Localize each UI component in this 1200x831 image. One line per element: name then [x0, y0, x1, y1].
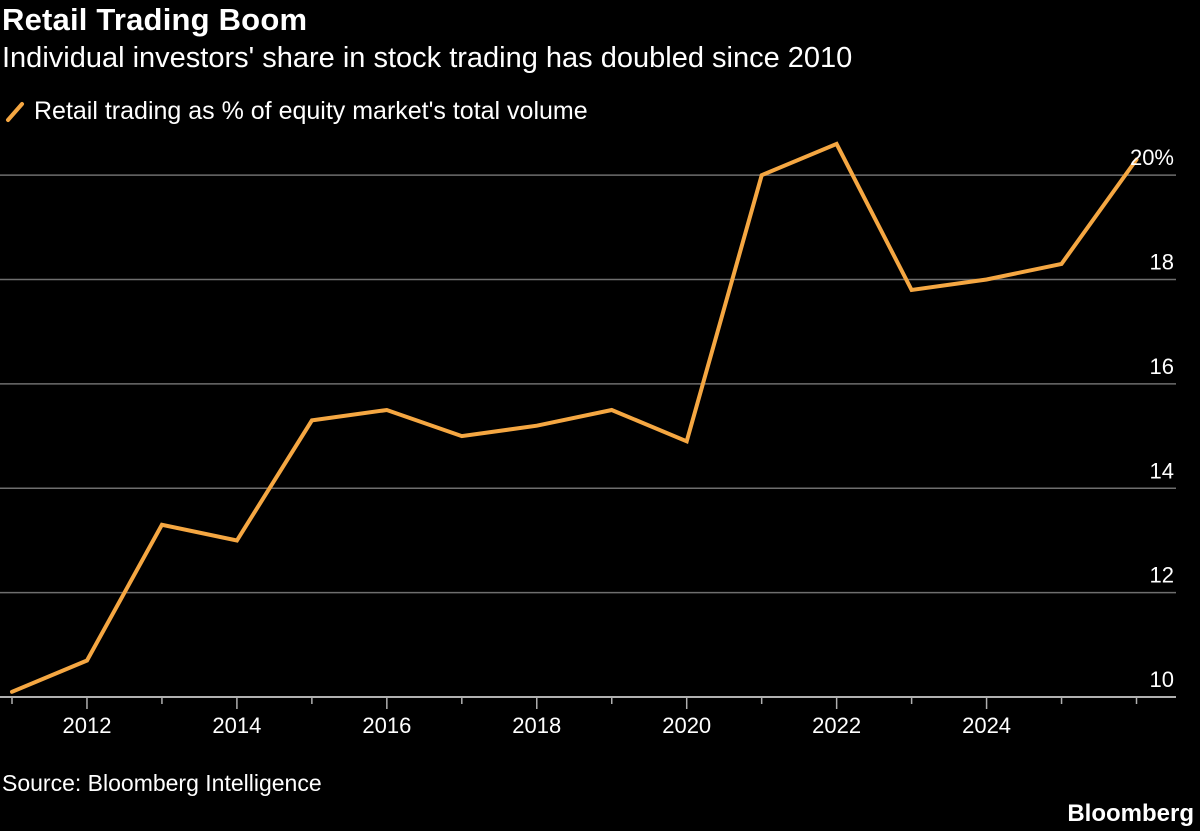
- source-note: Source: Bloomberg Intelligence: [2, 770, 322, 796]
- chart-subtitle: Individual investors' share in stock tra…: [2, 42, 853, 74]
- gridlines: [0, 174, 1176, 594]
- legend-swatch-icon: [6, 101, 24, 122]
- y-tick-label: 14: [1150, 458, 1174, 483]
- x-tick-label: 2018: [512, 713, 561, 738]
- x-tick-label: 2020: [662, 713, 711, 738]
- x-tick-label: 2016: [362, 713, 411, 738]
- legend-label: Retail trading as % of equity market's t…: [34, 97, 588, 125]
- y-tick-label: 16: [1150, 354, 1174, 379]
- y-tick-label: 20%: [1130, 145, 1174, 170]
- x-tick-label: 2012: [62, 713, 111, 738]
- y-tick-label: 10: [1150, 667, 1174, 692]
- x-tick-label: 2024: [962, 713, 1011, 738]
- y-tick-label: 12: [1150, 563, 1174, 588]
- series-layer: [10, 141, 1139, 694]
- chart-title: Retail Trading Boom: [2, 2, 308, 37]
- bloomberg-logo: Bloomberg: [1067, 800, 1194, 827]
- x-tick-label: 2022: [812, 713, 861, 738]
- x-axis: [0, 696, 1176, 709]
- y-axis-labels: 10 12 14 16 18 20%: [1130, 145, 1174, 692]
- legend: Retail trading as % of equity market's t…: [4, 97, 588, 126]
- y-tick-label: 18: [1150, 250, 1174, 275]
- series-line-retail-trading: [10, 141, 1139, 694]
- x-tick-label: 2014: [212, 713, 261, 738]
- x-axis-labels: 2012 2014 2016 2018 2020 2022 2024: [62, 713, 1011, 738]
